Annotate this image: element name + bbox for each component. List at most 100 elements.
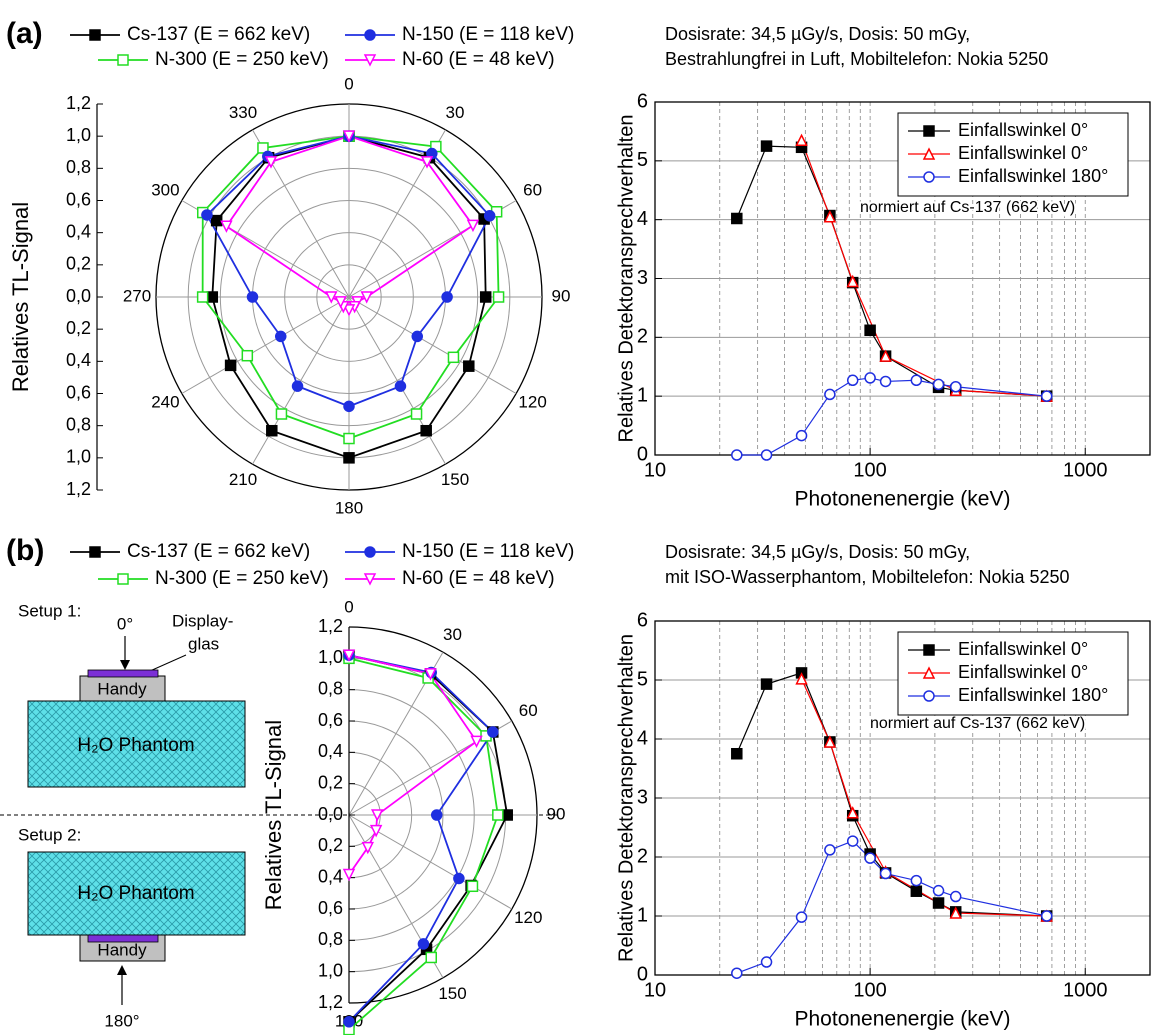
radial-tick-label: 1,2 — [66, 479, 91, 499]
y-axis-title: Relatives Detektoransprechverhalten — [615, 115, 637, 443]
data-point — [206, 291, 219, 303]
legend-marker — [923, 690, 935, 702]
angle-label: 90 — [552, 286, 571, 305]
data-point — [420, 424, 432, 437]
data-point — [246, 291, 259, 303]
radial-tick-label: 0,6 — [318, 710, 343, 730]
radial-tick-label: 0,8 — [318, 678, 343, 698]
data-point — [795, 133, 808, 146]
grid-spoke — [348, 296, 517, 394]
data-point — [343, 452, 355, 464]
data-point — [420, 156, 434, 169]
legend-label: Einfallswinkel 0° — [958, 639, 1088, 659]
data-point — [932, 884, 945, 897]
data-point — [731, 449, 743, 461]
data-point — [224, 359, 237, 372]
display-glass — [87, 669, 159, 678]
data-point — [910, 885, 923, 897]
radial-tick-label: 0,2 — [66, 318, 91, 338]
y-tick-label: 1 — [637, 904, 648, 926]
radial-tick-label: 0,8 — [318, 929, 343, 949]
series-line — [736, 840, 1047, 974]
y-tick-label: 3 — [637, 267, 648, 289]
legend-label: Cs-137 (E = 662 keV) — [127, 24, 310, 45]
data-point — [795, 911, 808, 923]
angle-label: 60 — [523, 180, 542, 199]
y-tick-label: 6 — [637, 90, 648, 112]
data-point — [430, 809, 443, 821]
legend-marker — [117, 573, 129, 585]
x-axis-title: Photonenenergie (keV) — [795, 1008, 1011, 1031]
data-point — [823, 735, 837, 748]
radial-tick-label: 0,2 — [318, 772, 343, 792]
data-point — [343, 400, 355, 413]
radial-tick-label: 0,4 — [318, 866, 343, 886]
data-point — [210, 214, 223, 227]
data-point — [479, 291, 492, 303]
radial-tick-label: 0,2 — [318, 835, 343, 855]
x-tick-label: 100 — [853, 459, 886, 481]
panel-label: (a) — [6, 17, 43, 50]
data-point — [343, 432, 355, 445]
display-label: glas — [188, 634, 219, 653]
radial-tick-label: 1,0 — [318, 960, 343, 980]
legend-marker — [117, 54, 129, 66]
data-point — [241, 349, 254, 362]
legend-label: N-300 (E = 250 keV) — [155, 49, 329, 70]
legend-label: Cs-137 (E = 662 keV) — [127, 541, 310, 562]
display-label: Display- — [172, 611, 233, 630]
series-line — [348, 654, 478, 876]
angle-label: 0 — [344, 597, 353, 616]
y-tick-label: 4 — [637, 208, 648, 230]
data-point — [201, 209, 213, 221]
data-point — [453, 872, 465, 885]
data-point — [196, 291, 209, 303]
radial-tick-label: 0,4 — [318, 741, 343, 761]
data-point — [342, 304, 356, 317]
legend-label: Einfallswinkel 0° — [958, 662, 1088, 682]
legend-label: N-60 (E = 48 keV) — [402, 568, 555, 589]
data-point — [325, 291, 338, 304]
phantom — [27, 700, 246, 788]
data-point — [846, 274, 859, 288]
radial-tick-label: 0,6 — [66, 382, 91, 402]
data-point — [492, 809, 504, 821]
y-tick-label: 4 — [637, 727, 648, 749]
data-point — [492, 291, 505, 303]
subtitle: Dosisrate: 34,5 µGy/s, Dosis: 50 mGy, — [665, 24, 970, 44]
legend-label: N-150 (E = 118 keV) — [402, 541, 574, 562]
subtitle: mit ISO-Wasserphantom, Mobiltelefon: Nok… — [665, 567, 1070, 587]
data-point — [1040, 910, 1053, 922]
data-point — [824, 388, 836, 401]
panel-label: (b) — [6, 534, 44, 567]
handy-label: Handy — [97, 679, 147, 698]
data-point — [360, 291, 373, 304]
data-point — [425, 951, 437, 964]
data-point — [795, 429, 808, 442]
legend-marker — [363, 54, 377, 67]
legend-marker — [922, 666, 936, 679]
data-point — [910, 374, 923, 387]
angle-label: 330 — [229, 103, 257, 122]
data-point — [266, 424, 278, 437]
x-tick-label: 1000 — [1063, 459, 1108, 481]
y-tick-label: 0 — [637, 963, 648, 985]
data-point — [824, 844, 836, 856]
y-tick-label: 6 — [637, 609, 648, 631]
angle-label: 60 — [519, 701, 538, 720]
legend-label: Einfallswinkel 180° — [958, 685, 1108, 705]
data-point — [424, 668, 437, 681]
grid-spoke — [252, 296, 350, 465]
x-tick-label: 1000 — [1063, 979, 1108, 1001]
x-tick-label: 10 — [644, 459, 666, 481]
data-point — [846, 374, 859, 387]
phantom-label: H₂O Phantom — [77, 883, 194, 904]
arrow-head — [117, 965, 127, 975]
radial-tick-label: 1,0 — [66, 447, 91, 467]
legend-label: Einfallswinkel 0° — [958, 120, 1088, 140]
data-point — [949, 381, 962, 393]
setup-label: Setup 1: — [18, 601, 81, 620]
series-line — [801, 678, 1047, 917]
display-glass — [87, 934, 159, 943]
